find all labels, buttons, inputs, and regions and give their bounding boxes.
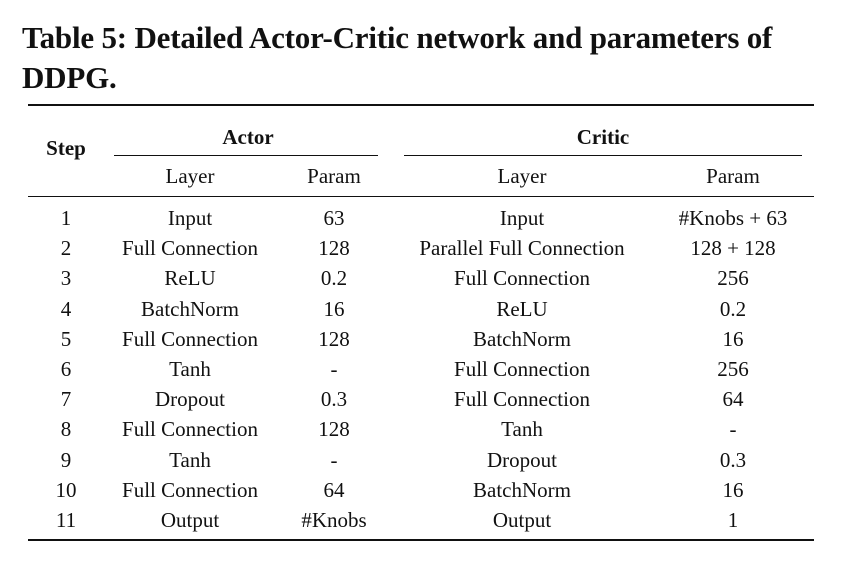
table-row: 6 Tanh - Full Connection 256 <box>28 354 814 384</box>
actor-layer-cell: Full Connection <box>122 236 258 261</box>
actor-layer-cell: Dropout <box>155 387 225 412</box>
critic-layer-cell: Output <box>492 507 552 532</box>
table-row: 10 Full Connection 64 BatchNorm 16 <box>28 475 814 505</box>
critic-param-cell: 256 <box>717 357 749 382</box>
critic-layer-cell: BatchNorm <box>473 326 571 351</box>
critic-param-cell: 0.2 <box>719 296 747 321</box>
table-row: 1 Input 63 Input #Knobs + 63 <box>28 197 814 234</box>
table-row: 4 BatchNorm 16 ReLU 0.2 <box>28 294 814 324</box>
actor-layer-cell: Tanh <box>169 357 211 382</box>
step-cell: 3 <box>60 266 72 291</box>
critic-layer-cell: Input <box>499 206 545 231</box>
critic-param-cell: 16 <box>722 326 744 351</box>
actor-param-cell: 0.2 <box>320 266 348 291</box>
critic-layer-cell: Parallel Full Connection <box>419 236 625 261</box>
critic-param-header: Param <box>706 163 760 188</box>
critic-layer-cell: Full Connection <box>454 266 590 291</box>
step-cell: 2 <box>60 236 72 261</box>
table-row: 7 Dropout 0.3 Full Connection 64 <box>28 384 814 414</box>
actor-param-cell: 128 <box>318 417 350 442</box>
actor-cmidrule <box>114 155 378 156</box>
critic-layer-cell: Tanh <box>501 417 543 442</box>
actor-param-cell: 0.3 <box>320 387 348 412</box>
actor-layer-cell: BatchNorm <box>141 296 239 321</box>
critic-layer-cell: Full Connection <box>454 357 590 382</box>
table-row: 5 Full Connection 128 BatchNorm 16 <box>28 324 814 354</box>
actor-critic-table: Step Actor Critic Layer Param Layer Para… <box>28 104 815 541</box>
critic-param-cell: 16 <box>722 477 744 502</box>
critic-layer-cell: Dropout <box>487 447 557 472</box>
step-cell: 10 <box>55 477 77 502</box>
actor-layer-header: Layer <box>165 163 215 188</box>
actor-param-cell: 128 <box>318 236 350 261</box>
actor-param-cell: 64 <box>323 477 345 502</box>
critic-layer-cell: BatchNorm <box>473 477 571 502</box>
actor-layer-cell: Output <box>160 507 220 532</box>
critic-param-cell: 256 <box>717 266 749 291</box>
actor-param-header: Param <box>307 163 361 188</box>
critic-header-label: Critic <box>576 125 630 149</box>
step-cell: 4 <box>60 296 72 321</box>
actor-layer-cell: Full Connection <box>122 477 258 502</box>
step-header: Step <box>28 105 104 197</box>
actor-param-cell: 16 <box>323 296 345 321</box>
actor-param-cell: - <box>330 447 338 472</box>
step-cell: 9 <box>60 447 72 472</box>
actor-layer-cell: Tanh <box>169 447 211 472</box>
table-row: 8 Full Connection 128 Tanh - <box>28 414 814 444</box>
table-body: 1 Input 63 Input #Knobs + 63 2 Full Conn… <box>28 197 815 541</box>
critic-layer-header: Layer <box>497 163 547 188</box>
step-cell: 1 <box>60 206 72 231</box>
actor-layer-cell: Full Connection <box>122 417 258 442</box>
step-cell: 7 <box>60 387 72 412</box>
critic-param-cell: 128 + 128 <box>690 236 776 261</box>
critic-layer-cell: ReLU <box>496 296 548 321</box>
actor-header: Actor <box>104 105 392 156</box>
step-cell: 6 <box>60 357 72 382</box>
critic-param-cell: 64 <box>722 387 744 412</box>
table-caption: Table 5: Detailed Actor-Critic network a… <box>22 20 773 95</box>
table-row: 3 ReLU 0.2 Full Connection 256 <box>28 263 814 293</box>
actor-header-label: Actor <box>222 125 274 149</box>
critic-param-cell: 0.3 <box>719 447 747 472</box>
actor-layer-cell: ReLU <box>164 266 216 291</box>
step-cell: 11 <box>55 507 77 532</box>
table-row: 2 Full Connection 128 Parallel Full Conn… <box>28 233 814 263</box>
actor-param-cell: - <box>330 357 338 382</box>
step-cell: 5 <box>60 326 72 351</box>
actor-param-cell: 128 <box>318 326 350 351</box>
table-row: 9 Tanh - Dropout 0.3 <box>28 445 814 475</box>
critic-param-cell: - <box>729 417 737 442</box>
actor-param-cell: #Knobs <box>301 507 367 532</box>
critic-header: Critic <box>392 105 814 156</box>
actor-layer-cell: Full Connection <box>122 326 258 351</box>
step-cell: 8 <box>60 417 72 442</box>
ddpg-table: Step Actor Critic Layer Param Layer Para… <box>28 104 815 541</box>
critic-param-cell: #Knobs + 63 <box>678 206 788 231</box>
critic-cmidrule <box>404 155 803 156</box>
table-row: 11 Output #Knobs Output 1 <box>28 505 814 540</box>
actor-layer-cell: Input <box>167 206 213 231</box>
actor-param-cell: 63 <box>323 206 345 231</box>
critic-layer-cell: Full Connection <box>454 387 590 412</box>
critic-param-cell: 1 <box>727 507 739 532</box>
